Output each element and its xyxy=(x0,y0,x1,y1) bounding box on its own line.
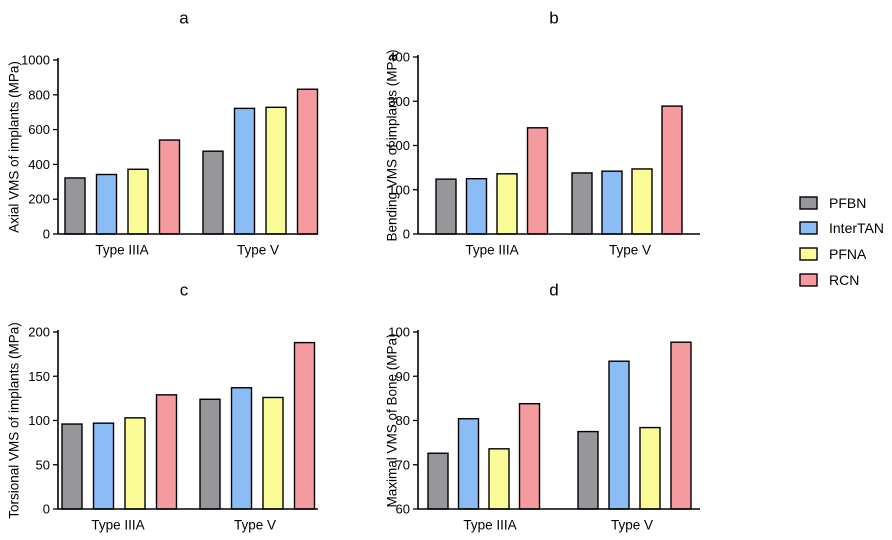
bar-InterTAN-Type-IIIA xyxy=(457,418,480,510)
chart-panel-b: b Bending VMS of implants (MPa) 0 100 200 300… xyxy=(385,9,700,258)
y-tick-label: 800 xyxy=(28,87,50,102)
x-category-label: Type V xyxy=(234,518,276,533)
y-axis-title: Bending VMS of implants (MPa) xyxy=(385,49,400,241)
x-category-label: Type V xyxy=(237,243,279,258)
bar-PFNA-Type-V xyxy=(639,426,661,510)
y-axis-title: Maximal VMS of Bone (MPa) xyxy=(385,333,400,507)
legend-label-PFBN: PFBN xyxy=(829,195,866,211)
bar-InterTAN-Type-IIIA xyxy=(95,173,118,235)
x-category-label: Type IIIA xyxy=(465,243,518,258)
bar-PFNA-Type-V xyxy=(265,106,287,235)
y-tick-label: 0 xyxy=(43,227,50,242)
legend-label-InterTAN: InterTAN xyxy=(829,220,884,236)
bar-PFBN-Type-V xyxy=(199,398,221,510)
y-tick-label: 600 xyxy=(28,122,50,137)
y-tick-label: 80 xyxy=(396,413,410,428)
y-tick-label: 200 xyxy=(28,325,50,340)
legend-label-PFNA: PFNA xyxy=(829,246,867,262)
bar-PFNA-Type-IIIA xyxy=(127,168,149,235)
bar-PFNA-Type-IIIA xyxy=(488,448,510,510)
x-category-label: Type IIIA xyxy=(91,518,144,533)
legend-swatch-PFBN xyxy=(799,196,818,210)
chart-panel-c: c Torsional VMS of implants (MPa) 0 50 100 15… xyxy=(7,281,318,533)
y-tick-label: 100 xyxy=(388,182,410,197)
y-tick-label: 100 xyxy=(28,413,50,428)
bar-RCN-Type-V xyxy=(661,105,683,235)
bar-PFBN-Type-IIIA xyxy=(61,423,83,510)
y-tick-label: 300 xyxy=(388,94,410,109)
bar-PFBN-Type-V xyxy=(577,430,599,510)
y-tick-label: 0 xyxy=(403,227,410,242)
legend-swatch-PFNA xyxy=(799,247,818,261)
bar-PFNA-Type-V xyxy=(631,168,653,235)
y-tick-label: 150 xyxy=(28,369,50,384)
x-category-label: Type V xyxy=(611,518,653,533)
panel-letter: a xyxy=(179,9,189,28)
bar-PFBN-Type-V xyxy=(202,150,224,235)
x-category-label: Type V xyxy=(609,243,651,258)
y-tick-label: 50 xyxy=(36,457,50,472)
x-category-label: Type IIIA xyxy=(95,243,148,258)
bar-PFNA-Type-V xyxy=(262,396,284,510)
panel-letter: d xyxy=(549,281,558,300)
y-tick-label: 100 xyxy=(388,325,410,340)
chart-panel-a: a Axial VMS of implants (MPa) 0 200 400 600 80… xyxy=(7,9,319,258)
y-tick-label: 60 xyxy=(396,502,410,517)
bar-InterTAN-Type-V xyxy=(601,170,623,235)
y-tick-label: 70 xyxy=(396,457,410,472)
bar-RCN-Type-IIIA xyxy=(526,127,549,235)
legend-swatch-InterTAN xyxy=(799,221,818,235)
bar-PFNA-Type-IIIA xyxy=(124,417,146,510)
y-tick-label: 200 xyxy=(388,138,410,153)
y-tick-label: 90 xyxy=(396,369,410,384)
legend-label-RCN: RCN xyxy=(829,272,859,288)
bar-RCN-Type-V xyxy=(670,341,692,510)
y-tick-label: 400 xyxy=(28,157,50,172)
legend-swatch-RCN xyxy=(799,273,818,287)
bar-RCN-Type-IIIA xyxy=(158,139,181,235)
y-tick-label: 400 xyxy=(388,50,410,65)
chart-panel-d: d Maximal VMS of Bone (MPa)60 70 80 90 100 Typ… xyxy=(385,281,700,533)
bar-InterTAN-Type-V xyxy=(230,387,253,510)
legend: PFBN InterTAN PFNA RCN xyxy=(799,195,884,288)
bar-PFNA-Type-IIIA xyxy=(496,173,518,235)
bar-RCN-Type-IIIA xyxy=(518,402,541,510)
y-tick-label: 1000 xyxy=(21,53,50,68)
y-tick-label: 200 xyxy=(28,192,50,207)
panel-letter: b xyxy=(549,9,558,28)
panel-letter: c xyxy=(180,281,189,300)
y-axis-title: Torsional VMS of implants (MPa) xyxy=(7,322,22,519)
bar-InterTAN-Type-V xyxy=(233,107,256,235)
bar-PFBN-Type-IIIA xyxy=(427,452,449,510)
bar-RCN-Type-IIIA xyxy=(155,394,178,510)
y-tick-label: 0 xyxy=(43,502,50,517)
bar-RCN-Type-V xyxy=(296,88,319,235)
bar-PFBN-Type-IIIA xyxy=(435,178,457,235)
bar-PFBN-Type-V xyxy=(571,172,593,235)
bar-RCN-Type-V xyxy=(293,341,316,510)
bar-InterTAN-Type-IIIA xyxy=(92,422,115,510)
x-category-label: Type IIIA xyxy=(463,518,516,533)
bar-InterTAN-Type-IIIA xyxy=(465,177,488,235)
bar-InterTAN-Type-V xyxy=(608,360,630,510)
y-axis-title: Axial VMS of implants (MPa) xyxy=(7,61,22,233)
bar-PFBN-Type-IIIA xyxy=(64,177,86,235)
